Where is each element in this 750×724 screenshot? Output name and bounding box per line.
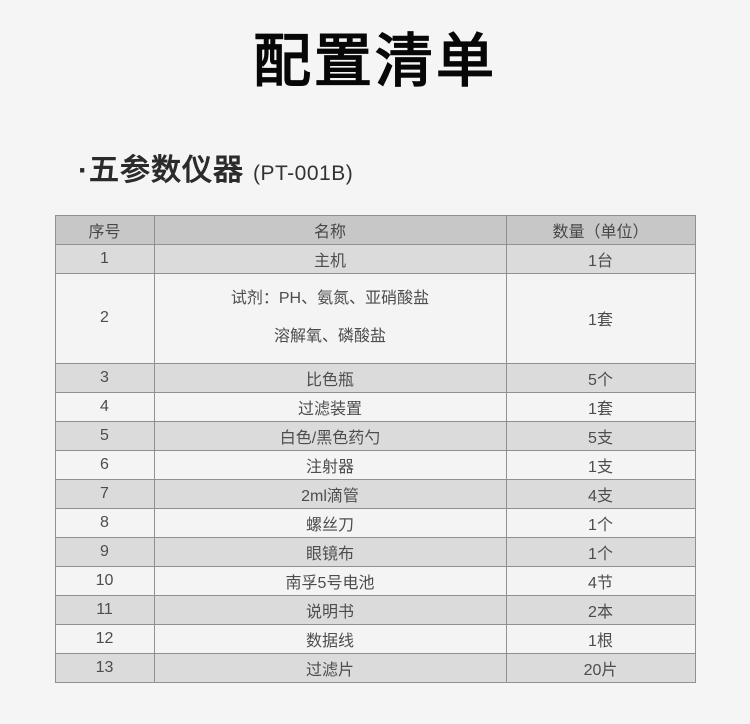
config-table-header: 序号 名称 数量（单位） <box>54 214 696 245</box>
cell-quantity: 4支 <box>505 478 696 509</box>
cell-name: 眼镜布 <box>153 536 507 567</box>
table-row: 1 主机 1台 <box>54 243 696 274</box>
page-title: 配置清单 <box>252 29 497 94</box>
table-row: 5 白色/黑色药勺 5支 <box>54 420 696 451</box>
cell-index: 8 <box>54 507 155 538</box>
cell-quantity: 1套 <box>505 391 696 422</box>
cell-index: 9 <box>54 536 155 567</box>
cell-index: 13 <box>54 652 155 683</box>
section-subtitle: ·五参数仪器 (PT-001B) <box>78 145 750 189</box>
table-row: 2 试剂：PH、氨氮、亚硝酸盐 溶解氧、磷酸盐 1套 <box>54 272 696 364</box>
cell-index: 7 <box>54 478 155 509</box>
cell-name: 过滤片 <box>153 652 507 683</box>
instrument-model: (PT-001B) <box>253 161 354 185</box>
table-row: 7 2ml滴管 4支 <box>54 478 696 509</box>
cell-index: 1 <box>54 243 155 274</box>
cell-quantity: 5个 <box>505 362 696 393</box>
cell-quantity: 20片 <box>505 652 696 683</box>
cell-name: 过滤装置 <box>153 391 507 422</box>
packing-list-page: 配置清单 ·五参数仪器 (PT-001B) 序号 名称 数量（单位） 1 主机 1台… <box>0 26 750 724</box>
cell-quantity: 2本 <box>505 594 696 625</box>
table-row: 9 眼镜布 1个 <box>54 536 696 567</box>
cell-index: 12 <box>54 623 155 654</box>
table-row: 11 说明书 2本 <box>54 594 696 625</box>
cell-quantity: 1支 <box>505 449 696 480</box>
cell-name: 数据线 <box>153 623 507 654</box>
header-row: 序号 名称 数量（单位） <box>54 214 696 245</box>
cell-name: 试剂：PH、氨氮、亚硝酸盐 溶解氧、磷酸盐 <box>153 272 507 364</box>
cell-name: 主机 <box>153 243 507 274</box>
cell-name: 南孚5号电池 <box>153 565 507 596</box>
cell-index: 5 <box>54 420 155 451</box>
table-row: 10 南孚5号电池 4节 <box>54 565 696 596</box>
cell-quantity: 1个 <box>505 536 696 567</box>
cell-index: 11 <box>54 594 155 625</box>
cell-index: 3 <box>54 362 155 393</box>
cell-index: 10 <box>54 565 155 596</box>
cell-index: 6 <box>54 449 155 480</box>
config-table: 序号 名称 数量（单位） 1 主机 1台 2 试剂：PH、氨氮、亚硝酸盐 溶解氧、磷酸盐… <box>54 214 696 683</box>
cell-name: 2ml滴管 <box>153 478 507 509</box>
cell-quantity: 1台 <box>505 243 696 274</box>
cell-name: 注射器 <box>153 449 507 480</box>
cell-index: 4 <box>54 391 155 422</box>
cell-quantity: 5支 <box>505 420 696 451</box>
table-row: 3 比色瓶 5个 <box>54 362 696 393</box>
cell-quantity: 1套 <box>505 272 696 364</box>
table-row: 13 过滤片 20片 <box>54 652 696 683</box>
cell-quantity: 1根 <box>505 623 696 654</box>
cell-quantity: 4节 <box>505 565 696 596</box>
table-row: 12 数据线 1根 <box>54 623 696 654</box>
header-quantity: 数量（单位） <box>505 214 696 245</box>
header-name: 名称 <box>153 214 507 245</box>
config-table-body: 1 主机 1台 2 试剂：PH、氨氮、亚硝酸盐 溶解氧、磷酸盐 1套 3 比色瓶 5个 4 过滤装置… <box>54 243 696 683</box>
cell-index: 2 <box>54 272 155 364</box>
cell-name: 说明书 <box>153 594 507 625</box>
cell-name: 比色瓶 <box>153 362 507 393</box>
cell-name: 螺丝刀 <box>153 507 507 538</box>
cell-quantity: 1个 <box>505 507 696 538</box>
table-row: 8 螺丝刀 1个 <box>54 507 696 538</box>
table-row: 4 过滤装置 1套 <box>54 391 696 422</box>
header-index: 序号 <box>54 214 155 245</box>
cell-name: 白色/黑色药勺 <box>153 420 507 451</box>
instrument-name: ·五参数仪器 <box>78 153 244 187</box>
table-row: 6 注射器 1支 <box>54 449 696 480</box>
